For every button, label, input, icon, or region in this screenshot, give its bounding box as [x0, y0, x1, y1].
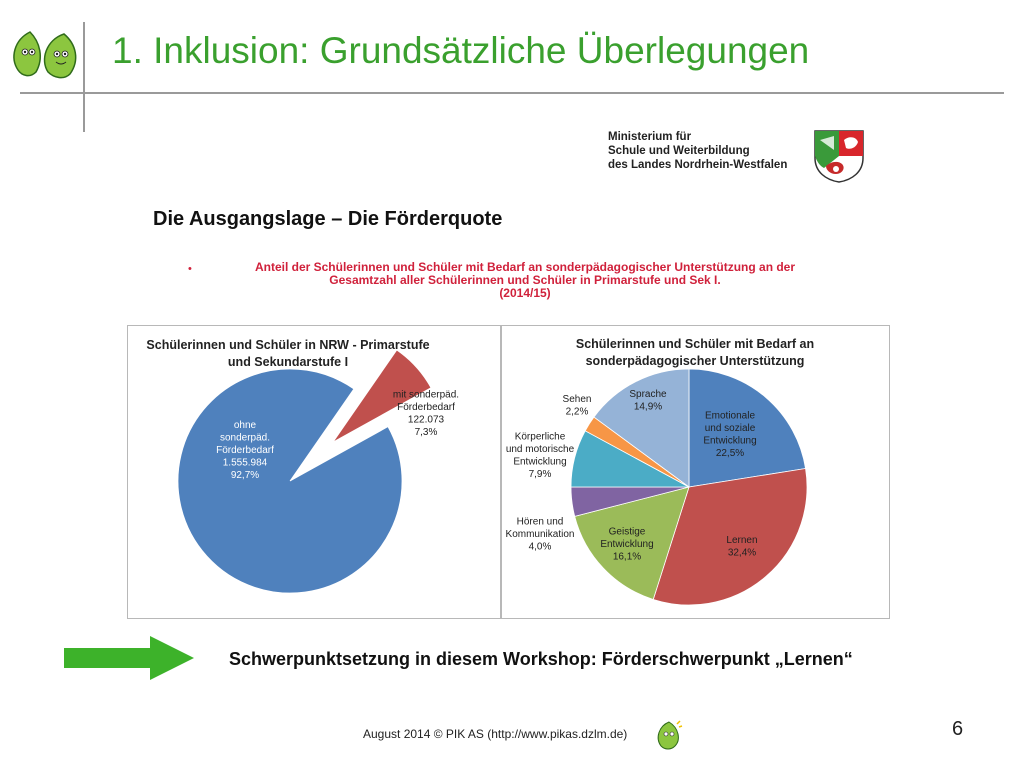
- pie-slice: [574, 486, 690, 600]
- ministry-line: Ministerium für: [608, 131, 692, 143]
- chart-title-left: Schülerinnen und Schüler in NRW - Primar…: [143, 337, 433, 371]
- pikas-logo: [13, 31, 77, 79]
- bullet-point: •: [188, 263, 192, 275]
- slice-label: Körperliche und motorische Entwicklung 7,9%: [506, 431, 575, 480]
- slide-title: 1. Inklusion: Grundsätzliche Überlegunge…: [112, 30, 810, 71]
- chart-title-line: Schülerinnen und Schüler in NRW - Primar…: [146, 338, 430, 352]
- subtitle-line: (2014/15): [499, 286, 551, 300]
- leaf-mascot-right: [43, 33, 77, 79]
- nrw-coat-of-arms-icon: [814, 130, 864, 183]
- chart-divider: [500, 325, 502, 619]
- slice-label: Hören und Kommunikation 4,0%: [506, 517, 575, 553]
- right-arrow-icon: [64, 636, 194, 680]
- chart-title-line: und Sekundarstufe I: [227, 355, 349, 369]
- header-vertical-rule: [83, 22, 85, 132]
- leaf-mascot-left: [13, 31, 42, 77]
- pie-slice: [593, 368, 690, 488]
- footer-copyright: August 2014 © PIK AS (http://www.pikas.d…: [363, 727, 628, 741]
- slice-label: mit sonderpäd. Förderbedarf 122.073 7,3%: [393, 389, 459, 438]
- pie-slice: [688, 368, 807, 488]
- subtitle-line: Gesamtzahl aller Schülerinnen und Schüle…: [329, 273, 721, 287]
- chart-title-line: sonderpädagogischer Unterstützung: [585, 354, 805, 368]
- slice-label: Lernen 32,4%: [726, 535, 757, 559]
- chart-title-right: Schülerinnen und Schüler mit Bedarf an s…: [565, 336, 825, 370]
- header-horizontal-rule: [20, 92, 1004, 94]
- pie-slice: [177, 368, 403, 594]
- slice-label: ohne sonderpäd. Förderbedarf 1.555.984 92,7%: [216, 420, 274, 481]
- slice-label: Sprache 14,9%: [629, 389, 667, 413]
- slice-label: Sehen 2,2%: [563, 394, 592, 418]
- pikas-mascot-small-icon: [657, 720, 683, 750]
- slice-label: Emotionale und soziale Entwicklung 22,5%: [703, 410, 756, 459]
- page-number: 6: [952, 718, 964, 740]
- section-heading: Die Ausgangslage – Die Förderquote: [153, 208, 503, 230]
- ministry-line: des Landes Nordrhein-Westfalen: [608, 159, 788, 171]
- pie-slice: [652, 468, 808, 606]
- workshop-focus-text: Schwerpunktsetzung in diesem Workshop: F…: [229, 649, 853, 669]
- pie-slice: [332, 349, 432, 443]
- ministry-label: Ministerium für Schule und Weiterbildung…: [608, 130, 787, 172]
- chart-subtitle: Anteil der Schülerinnen und Schüler mit …: [205, 261, 845, 300]
- slice-label: Geistige Entwicklung 16,1%: [600, 527, 653, 563]
- subtitle-line: Anteil der Schülerinnen und Schüler mit …: [254, 260, 796, 274]
- ministry-line: Schule und Weiterbildung: [608, 145, 750, 157]
- chart-title-line: Schülerinnen und Schüler mit Bedarf an: [575, 337, 815, 351]
